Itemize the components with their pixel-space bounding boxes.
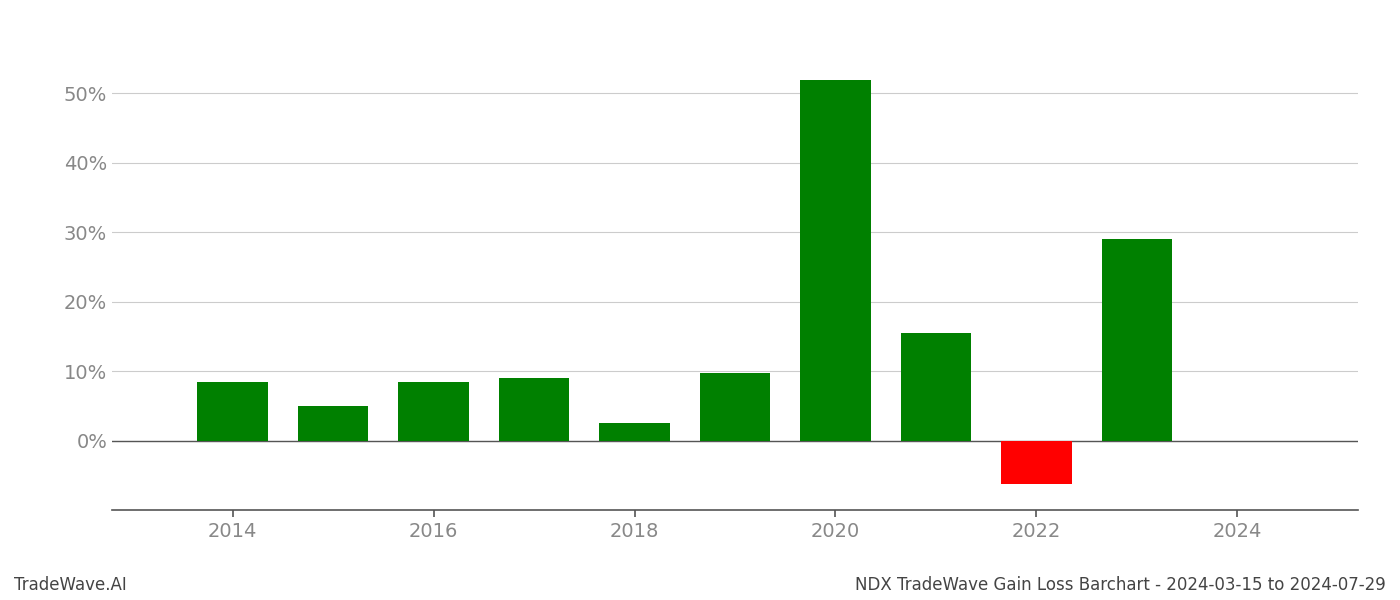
Bar — [1102, 239, 1172, 440]
Bar — [900, 333, 972, 440]
Text: NDX TradeWave Gain Loss Barchart - 2024-03-15 to 2024-07-29: NDX TradeWave Gain Loss Barchart - 2024-… — [855, 576, 1386, 594]
Bar — [197, 382, 267, 440]
Bar — [1001, 440, 1071, 484]
Bar — [801, 80, 871, 440]
Text: TradeWave.AI: TradeWave.AI — [14, 576, 127, 594]
Bar — [599, 423, 669, 440]
Bar — [498, 378, 570, 440]
Bar — [700, 373, 770, 440]
Bar — [399, 382, 469, 440]
Bar — [298, 406, 368, 440]
